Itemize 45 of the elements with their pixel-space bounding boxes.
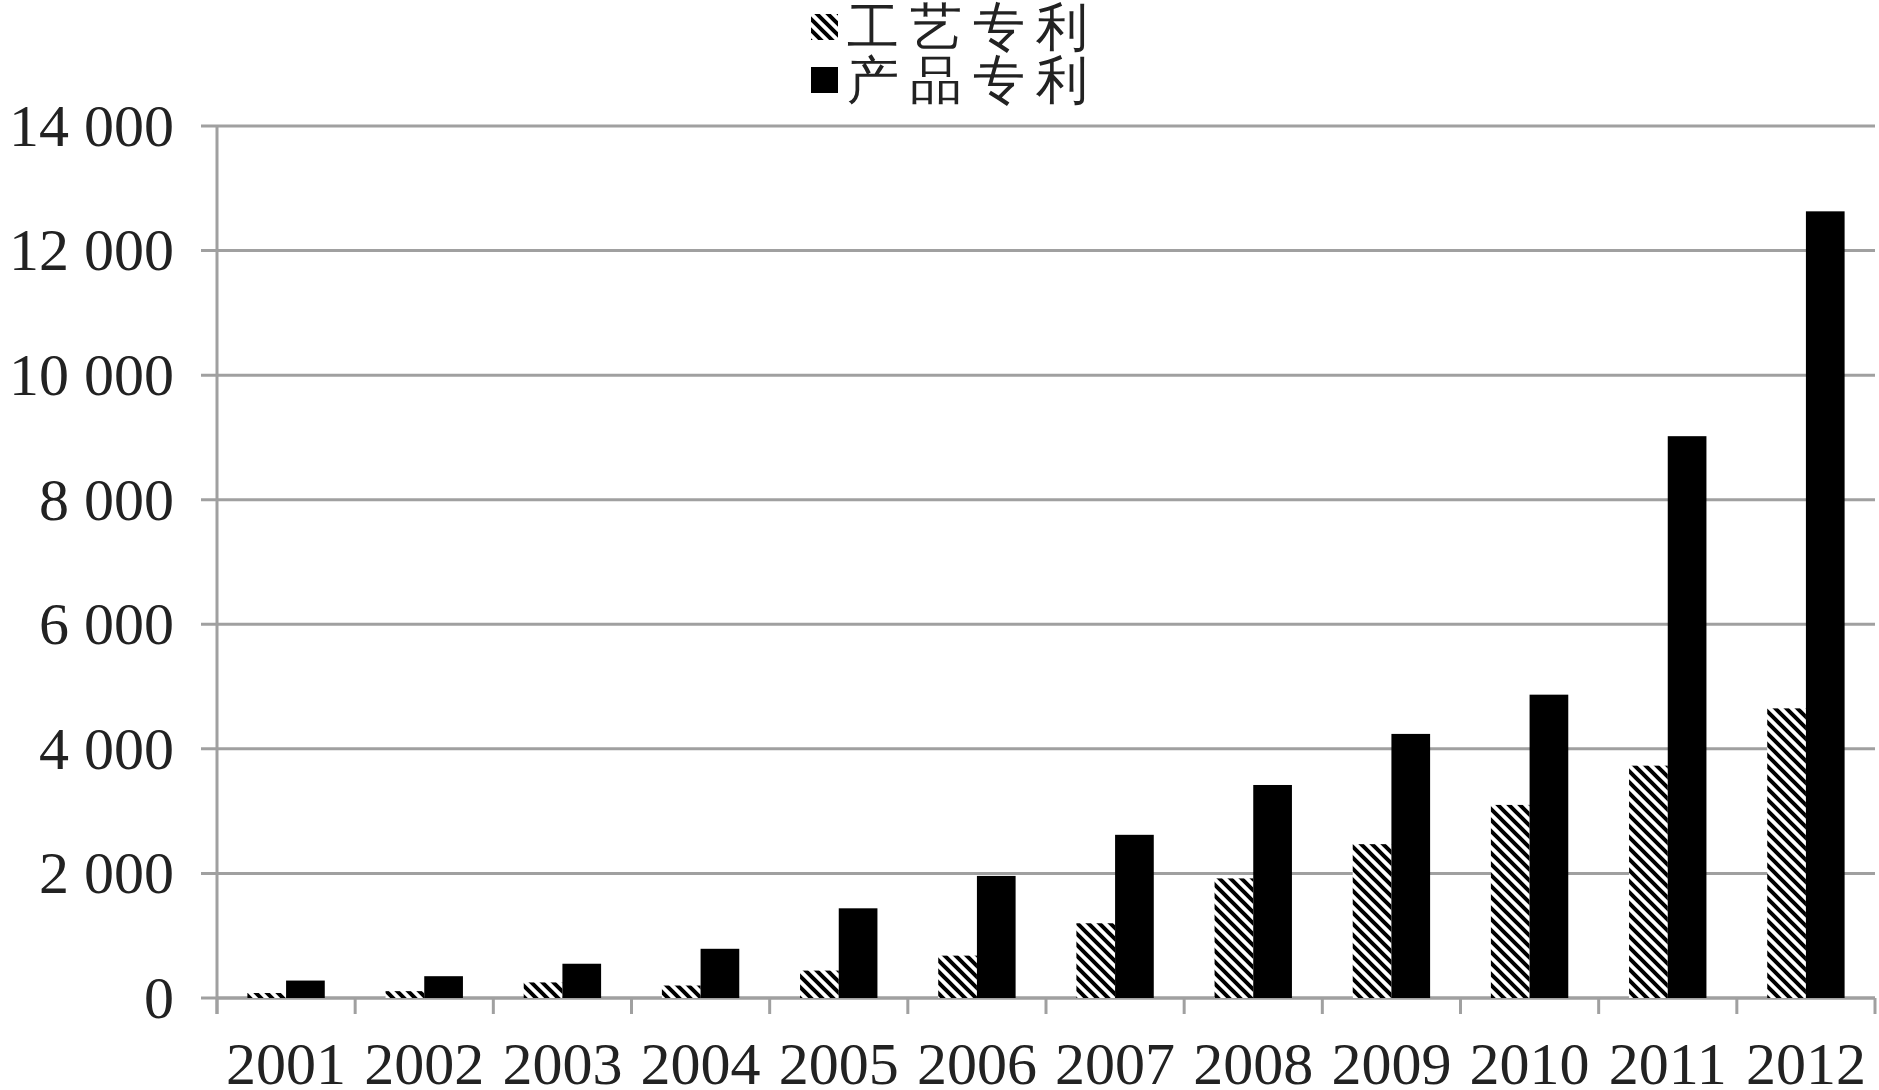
x-tick-label: 2002 bbox=[364, 1031, 485, 1090]
bar bbox=[1767, 708, 1806, 998]
bar bbox=[1490, 804, 1530, 998]
bar bbox=[247, 993, 287, 998]
x-tick-label: 2003 bbox=[502, 1031, 623, 1090]
bar bbox=[1214, 878, 1254, 998]
x-tick-label: 2005 bbox=[778, 1031, 899, 1090]
bar bbox=[385, 991, 425, 998]
bar bbox=[523, 982, 563, 998]
bar bbox=[661, 985, 701, 998]
y-tick-label: 6 000 bbox=[39, 591, 174, 658]
legend-label: 产品专利 bbox=[847, 52, 1099, 109]
x-tick-label: 2012 bbox=[1745, 1031, 1866, 1090]
y-tick-label: 8 000 bbox=[39, 466, 174, 533]
y-tick-label: 4 000 bbox=[39, 715, 174, 782]
bar bbox=[976, 875, 1016, 998]
y-tick-label: 10 000 bbox=[9, 341, 174, 408]
bar bbox=[938, 955, 977, 998]
bar bbox=[1529, 694, 1569, 998]
x-tick-label: 2006 bbox=[916, 1031, 1037, 1090]
bar bbox=[700, 948, 740, 998]
bar bbox=[1076, 923, 1116, 998]
bar bbox=[800, 970, 839, 998]
bar bbox=[286, 980, 325, 998]
x-tick-label: 2011 bbox=[1608, 1031, 1727, 1090]
x-tick-label: 2009 bbox=[1331, 1031, 1452, 1090]
x-tick-label: 2004 bbox=[640, 1031, 761, 1090]
bar bbox=[1805, 211, 1845, 998]
x-tick-label: 2008 bbox=[1193, 1031, 1314, 1090]
y-tick-label: 0 bbox=[144, 964, 174, 1031]
bar bbox=[562, 963, 602, 998]
x-tick-label: 2007 bbox=[1055, 1031, 1176, 1090]
x-tick-label: 2001 bbox=[226, 1031, 347, 1090]
bar bbox=[838, 908, 878, 998]
y-tick-label: 2 000 bbox=[39, 840, 174, 907]
bar bbox=[1253, 784, 1292, 998]
bar bbox=[1115, 834, 1154, 998]
x-tick-label: 2010 bbox=[1469, 1031, 1590, 1090]
y-tick-label: 14 000 bbox=[9, 92, 174, 159]
bar bbox=[424, 976, 463, 998]
bar bbox=[1352, 844, 1392, 998]
bar bbox=[1629, 765, 1668, 998]
bar bbox=[1391, 733, 1431, 998]
bar bbox=[1667, 436, 1707, 998]
y-tick-label: 12 000 bbox=[9, 217, 174, 284]
